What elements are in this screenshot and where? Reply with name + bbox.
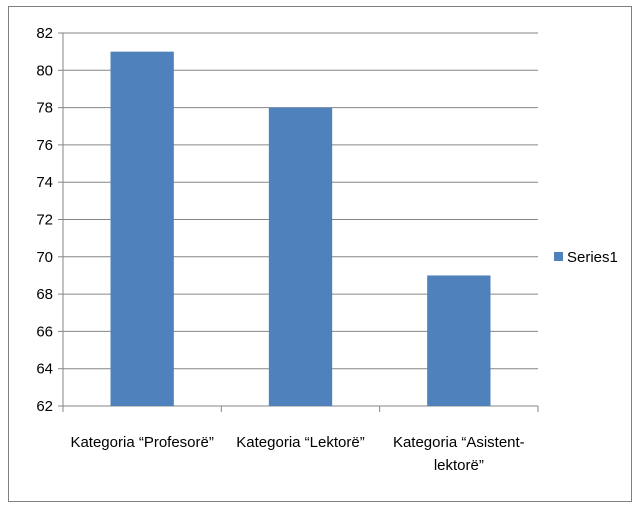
bar — [427, 275, 491, 406]
y-tick-label: 68 — [36, 286, 53, 303]
y-tick-label: 66 — [36, 323, 53, 340]
y-tick-label: 62 — [36, 398, 53, 415]
y-tick-label: 70 — [36, 249, 53, 266]
x-category-label: lektorë” — [434, 457, 484, 474]
bar — [110, 51, 174, 407]
x-category-label: Kategoria “Profesorë” — [70, 434, 213, 451]
bar — [268, 107, 333, 406]
y-tick-label: 80 — [36, 62, 53, 79]
legend-label: Series1 — [567, 249, 618, 266]
x-category-label: Kategoria “Lektorë” — [236, 434, 364, 451]
y-tick-label: 64 — [36, 361, 53, 378]
legend-swatch — [554, 252, 563, 261]
y-tick-label: 76 — [36, 137, 53, 154]
y-tick-label: 82 — [36, 25, 53, 42]
y-tick-label: 72 — [36, 212, 53, 229]
y-tick-label: 78 — [36, 100, 53, 117]
x-category-label: Kategoria “Asistent- — [393, 434, 525, 451]
y-tick-label: 74 — [36, 174, 53, 191]
